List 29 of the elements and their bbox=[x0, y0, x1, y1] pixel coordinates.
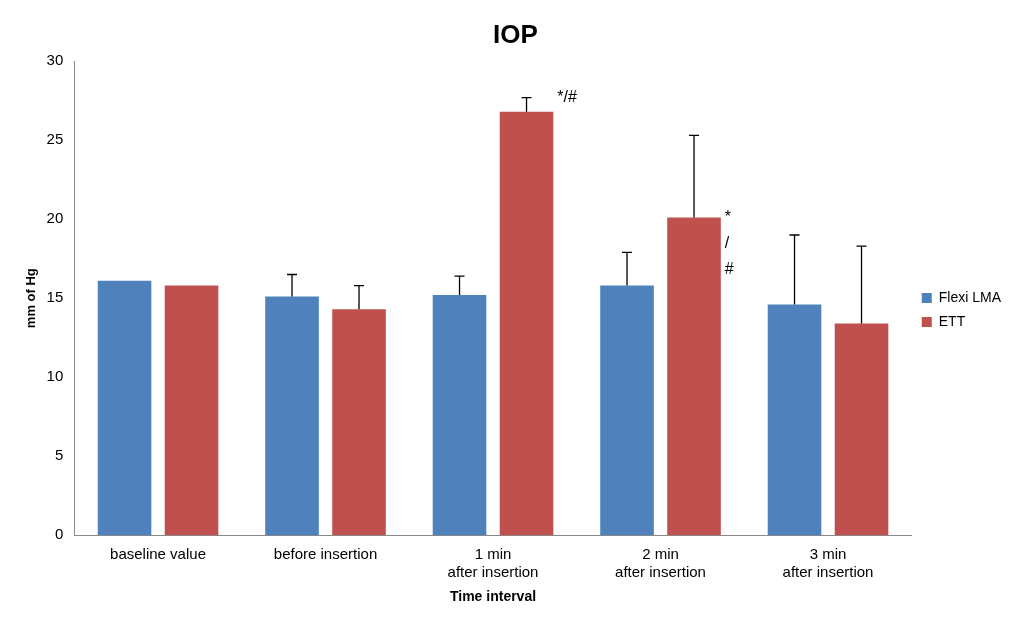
x-tick-label: 2 min after insertion bbox=[615, 545, 706, 581]
y-tick-label: 10 bbox=[46, 367, 64, 385]
bar bbox=[767, 304, 822, 536]
x-tick-label: 3 min after insertion bbox=[782, 545, 874, 581]
annotation: */# bbox=[557, 87, 577, 105]
annotation: * / # bbox=[724, 208, 734, 278]
y-tick-label: 5 bbox=[54, 446, 64, 464]
y-axis-title: mm of Hg bbox=[23, 268, 39, 329]
y-tick-label: 20 bbox=[46, 209, 64, 227]
legend-label: Flexi LMA bbox=[938, 288, 1002, 305]
bar bbox=[164, 285, 219, 536]
bar bbox=[265, 296, 319, 536]
y-tick-label: 30 bbox=[46, 51, 64, 69]
y-tick-label: 25 bbox=[46, 130, 64, 148]
y-tick-label: 0 bbox=[54, 525, 64, 543]
x-tick-label: before insertion bbox=[273, 545, 378, 563]
bar bbox=[834, 323, 889, 536]
x-tick-label: baseline value bbox=[110, 545, 206, 563]
x-axis-title: Time interval bbox=[449, 588, 537, 605]
bar bbox=[332, 309, 386, 536]
bar bbox=[667, 217, 721, 536]
bar bbox=[432, 295, 487, 536]
chart-title: IOP bbox=[493, 18, 538, 49]
bar bbox=[97, 280, 152, 536]
bar bbox=[600, 285, 654, 536]
x-tick-label: 1 min after insertion bbox=[447, 545, 539, 581]
y-tick-label: 15 bbox=[46, 288, 64, 306]
bar bbox=[499, 111, 554, 536]
legend-label: ETT bbox=[938, 312, 966, 329]
